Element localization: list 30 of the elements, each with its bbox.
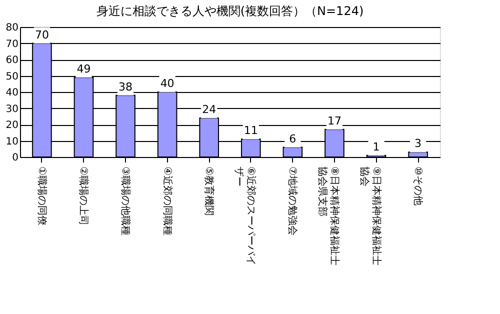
data-label: 24 [202, 103, 216, 116]
y-tick-label: 60 [6, 55, 18, 66]
y-tick-label: 70 [6, 38, 18, 50]
y-tick-label: 40 [6, 88, 18, 98]
data-label: 6 [289, 132, 296, 146]
x-tick-label: ⑩その他 [412, 166, 424, 206]
x-tick-label: ⑨日本精神保健福祉士協会 [358, 166, 382, 266]
data-label: 70 [34, 28, 49, 42]
x-tick-label: ②職場の上司 [78, 166, 90, 226]
data-label: 3 [414, 137, 422, 150]
data-label: 49 [76, 62, 91, 76]
x-tick-label: ④近郊の同職種 [161, 166, 174, 236]
x-tick-label: ①職場の同僚 [36, 166, 48, 226]
chart-title: 身近に相談できる人や機関(複数回答）（N=124) [96, 4, 364, 18]
y-tick-label: 20 [6, 120, 18, 131]
data-label: 17 [327, 114, 342, 128]
x-tick-label: ⑦地域の勉強会 [286, 166, 299, 236]
data-label: 38 [118, 80, 133, 94]
y-tick-label: 30 [6, 104, 18, 115]
data-label: 11 [244, 124, 258, 138]
x-tick-label: ⑥近郊のスーパーバイザー [232, 166, 257, 266]
y-tick-label: 0 [12, 152, 18, 164]
data-label: 40 [160, 77, 174, 90]
x-tick-label: ⑧日本精神保健福祉士協会県支部 [316, 166, 340, 266]
data-label: 1 [372, 140, 380, 154]
x-tick-label: ⑤教育機関 [203, 166, 216, 216]
y-tick-label: 80 [6, 22, 18, 34]
x-tick-label: ③職場の他職種 [120, 166, 132, 236]
y-tick-label: 50 [6, 71, 18, 82]
y-tick-label: 10 [6, 136, 18, 148]
